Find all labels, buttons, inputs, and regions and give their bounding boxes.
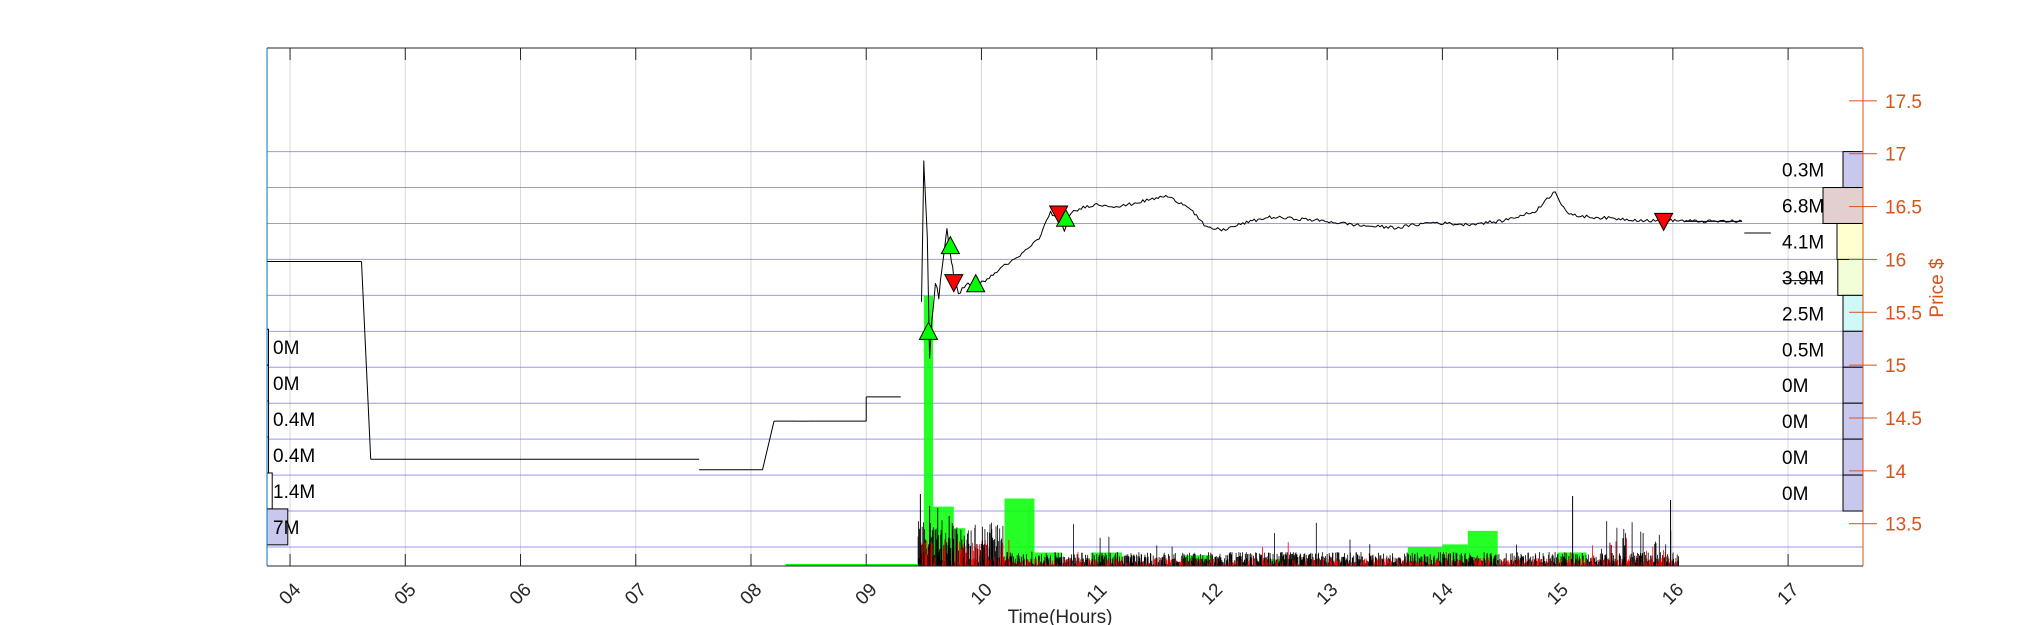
right-profile-label: 0M xyxy=(1782,376,1808,397)
y-tick-label: 15 xyxy=(1885,356,1906,377)
right-profile-bar xyxy=(1842,438,1864,476)
x-tick-label: 17 xyxy=(1774,579,1804,609)
volume-bar xyxy=(923,296,934,566)
volume-bar xyxy=(942,506,954,566)
vertical-gridlines xyxy=(289,48,1789,566)
y-axis-ticks: 13.5 14 14.5 15 15.5 16 16.5 17 17.5 xyxy=(1849,92,1922,536)
price-line xyxy=(921,160,1743,359)
left-profile-label: 7M xyxy=(273,518,299,539)
right-profile-label: 0.3M xyxy=(1782,161,1824,182)
x-tick-label: 08 xyxy=(736,579,766,609)
right-profile-label: 2.5M xyxy=(1782,304,1824,325)
right-profile-bar xyxy=(1842,402,1864,440)
x-tick-label: 15 xyxy=(1543,579,1573,609)
x-tick-label: 05 xyxy=(391,579,421,609)
volume-noise xyxy=(785,494,1679,566)
premarket-price-segments xyxy=(267,261,901,471)
volume-bar xyxy=(1183,555,1212,566)
x-axis-label: Time(Hours) xyxy=(1008,607,1113,625)
right-profile-label: 3.9M xyxy=(1782,268,1824,289)
y-tick-label: 14.5 xyxy=(1885,409,1922,430)
x-tick-label: 07 xyxy=(621,579,651,609)
premarket-step xyxy=(360,261,372,460)
y-tick-label: 14 xyxy=(1885,462,1907,483)
right-profile-bar xyxy=(1842,366,1864,404)
x-tick-label: 13 xyxy=(1313,579,1343,609)
trade-markers xyxy=(918,205,1674,340)
left-profile-label: 1.4M xyxy=(273,482,315,503)
volume-bars xyxy=(923,296,1587,566)
right-profile-label: 0M xyxy=(1782,412,1808,433)
right-volume-profile: 0.3M 6.8M 4.1M 3.9M 2.5M 0.5M 0M 0M 0M 0M xyxy=(1782,151,1864,512)
left-profile-label: 0.4M xyxy=(273,446,315,467)
x-tick-label: 09 xyxy=(852,579,882,609)
right-profile-label: 6.8M xyxy=(1782,197,1824,218)
right-profile-bar xyxy=(1837,258,1864,296)
horizontal-gridlines xyxy=(267,151,1863,548)
buy-marker xyxy=(918,321,939,340)
y-tick-label: 15.5 xyxy=(1885,303,1922,324)
right-profile-label: 0M xyxy=(1782,448,1808,469)
sell-marker xyxy=(1048,205,1069,225)
y-tick-label: 13.5 xyxy=(1885,515,1922,536)
afterhours-price-segments xyxy=(1684,220,1823,282)
x-tick-label: 12 xyxy=(1197,579,1227,609)
left-profile-bar xyxy=(266,472,273,510)
y-tick-label: 17 xyxy=(1885,145,1906,166)
right-profile-bar xyxy=(1836,222,1864,260)
x-axis-ticks: 04 05 06 07 08 09 10 11 12 13 14 15 16 17 xyxy=(276,48,1804,609)
x-tick-label: 06 xyxy=(506,579,536,609)
y-tick-label: 16.5 xyxy=(1885,198,1922,219)
x-tick-label: 16 xyxy=(1658,579,1688,609)
volume-bar xyxy=(1004,498,1035,566)
right-profile-bar xyxy=(1842,330,1864,368)
left-profile-label: 0M xyxy=(273,338,299,359)
right-profile-label: 4.1M xyxy=(1782,232,1824,253)
sell-marker xyxy=(943,274,964,293)
left-profile-label: 0M xyxy=(273,374,299,395)
left-volume-profile: 0M 0M 0.4M 0.4M 1.4M 7M xyxy=(266,328,315,546)
right-profile-bar xyxy=(1842,474,1864,512)
axes xyxy=(266,47,1864,567)
x-tick-label: 14 xyxy=(1428,579,1458,609)
price-line-group xyxy=(921,160,1743,359)
x-tick-label: 11 xyxy=(1083,580,1112,609)
x-tick-label: 04 xyxy=(276,579,306,609)
right-profile-label: 0.5M xyxy=(1782,340,1824,361)
x-tick-label: 10 xyxy=(967,579,997,609)
right-profile-bar xyxy=(1822,187,1864,224)
premarket-step xyxy=(762,421,775,470)
buy-marker xyxy=(965,273,986,293)
right-profile-bar xyxy=(1842,151,1864,189)
y-tick-label: 16 xyxy=(1885,250,1906,271)
y-axis-label: Price $ xyxy=(1927,258,1948,318)
y-tick-label: 17.5 xyxy=(1885,92,1922,113)
buy-marker xyxy=(940,235,961,255)
right-profile-label: 0M xyxy=(1782,484,1808,505)
left-profile-label: 0.4M xyxy=(273,410,315,431)
sell-marker xyxy=(1653,212,1674,232)
right-profile-bar xyxy=(1842,294,1864,332)
